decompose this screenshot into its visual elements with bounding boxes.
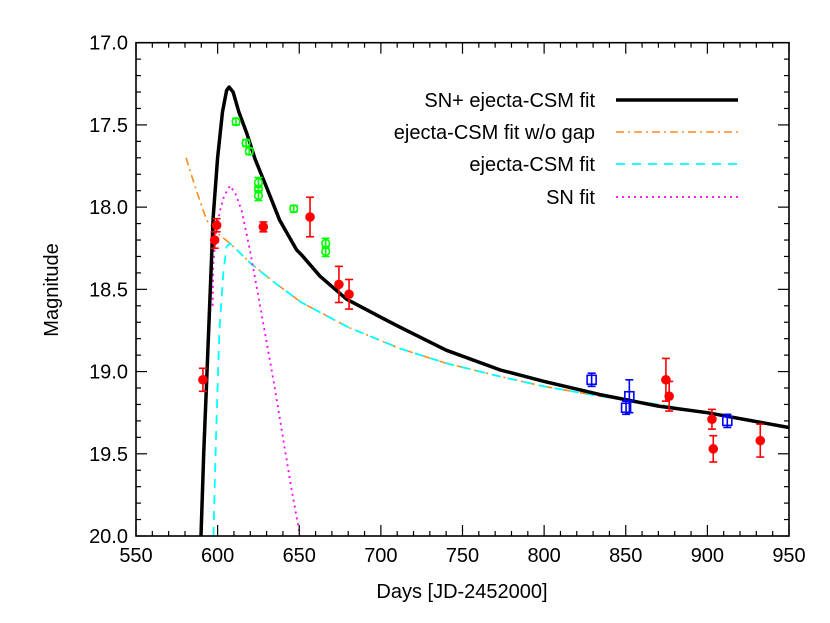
marker-circle xyxy=(198,374,208,385)
curve-2 xyxy=(185,157,708,414)
marker-square xyxy=(721,415,733,427)
marker-square xyxy=(586,374,597,386)
x-tick-label: 850 xyxy=(609,545,642,567)
y-tick-label: 17.0 xyxy=(89,33,128,55)
data-point xyxy=(253,189,264,202)
data-point xyxy=(707,408,717,430)
y-tick-label: 19.0 xyxy=(89,362,128,384)
data-point xyxy=(344,278,354,310)
y-tick-label: 18.5 xyxy=(89,279,128,301)
data-point xyxy=(241,138,251,148)
data-point xyxy=(305,196,315,238)
marker-open-circle xyxy=(289,204,299,214)
marker-square xyxy=(624,390,635,402)
marker-circle xyxy=(305,212,315,222)
marker-circle xyxy=(664,391,674,402)
marker-open-circle xyxy=(231,117,241,127)
y-tick-label: 19.5 xyxy=(89,444,128,466)
marker-circle xyxy=(258,222,269,232)
x-tick-label: 650 xyxy=(283,545,316,567)
axes: 550 600 650 700 750 800 850 900 950 17.0 17.5 18.0 1… xyxy=(89,33,806,567)
legend-label: ejecta-CSM fit w/o gap xyxy=(394,122,595,144)
x-tick-label: 950 xyxy=(772,545,805,567)
plot-frame xyxy=(135,41,790,537)
x-tick-label: 700 xyxy=(364,545,397,567)
legend-label: SN fit xyxy=(546,187,595,209)
marker-open-circle xyxy=(321,246,331,257)
legend-label: SN+ ejecta-CSM fit xyxy=(424,90,595,112)
legend-entry: SN+ ejecta-CSM fit xyxy=(424,90,738,112)
marker-open-circle xyxy=(241,138,251,148)
marker-circle xyxy=(707,414,717,425)
marker-circle xyxy=(209,235,220,245)
x-tick-label: 550 xyxy=(119,545,152,567)
marker-open-circle xyxy=(253,191,264,201)
data-point xyxy=(211,217,222,233)
data-point xyxy=(721,413,733,429)
plot-area xyxy=(185,85,789,536)
x-tick-label: 900 xyxy=(691,545,724,567)
curve-1 xyxy=(199,85,789,536)
legend-label: ejecta-CSM fit xyxy=(469,154,595,176)
legend-entry: ejecta-CSM fit w/o gap xyxy=(394,122,738,144)
data-point xyxy=(209,230,220,250)
marker-circle xyxy=(708,444,719,454)
marker-circle xyxy=(334,279,344,290)
curve-4 xyxy=(211,184,301,536)
legend-entry: ejecta-CSM fit xyxy=(469,154,738,176)
y-tick-label: 18.0 xyxy=(89,197,128,219)
data-point xyxy=(586,372,597,388)
marker-open-circle xyxy=(244,146,254,156)
data-point xyxy=(289,204,299,214)
y-tick-label: 20.0 xyxy=(89,526,128,548)
curve-3 xyxy=(212,242,708,536)
data-point xyxy=(624,378,635,414)
data-point xyxy=(321,245,331,258)
x-axis-title: Days [JD-2452000] xyxy=(376,581,547,603)
data-point xyxy=(755,423,766,458)
x-tick-label: 600 xyxy=(201,545,234,567)
legend-entry: SN fit xyxy=(546,187,738,209)
data-point xyxy=(334,265,344,304)
data-point xyxy=(258,221,269,233)
legend: SN+ ejecta-CSM fit ejecta-CSM fit w/o gap… xyxy=(394,90,738,209)
x-tick-label: 750 xyxy=(446,545,479,567)
x-tick-label: 800 xyxy=(527,545,560,567)
data-point xyxy=(198,367,208,393)
data-point xyxy=(231,117,241,127)
marker-circle xyxy=(755,435,766,446)
data-point xyxy=(244,146,254,156)
data-point xyxy=(664,380,674,412)
y-tick-label: 17.5 xyxy=(89,115,128,137)
data-point xyxy=(708,434,719,463)
marker-circle xyxy=(211,220,222,231)
y-axis-title: Magnitude xyxy=(41,243,63,336)
marker-circle xyxy=(344,289,354,300)
